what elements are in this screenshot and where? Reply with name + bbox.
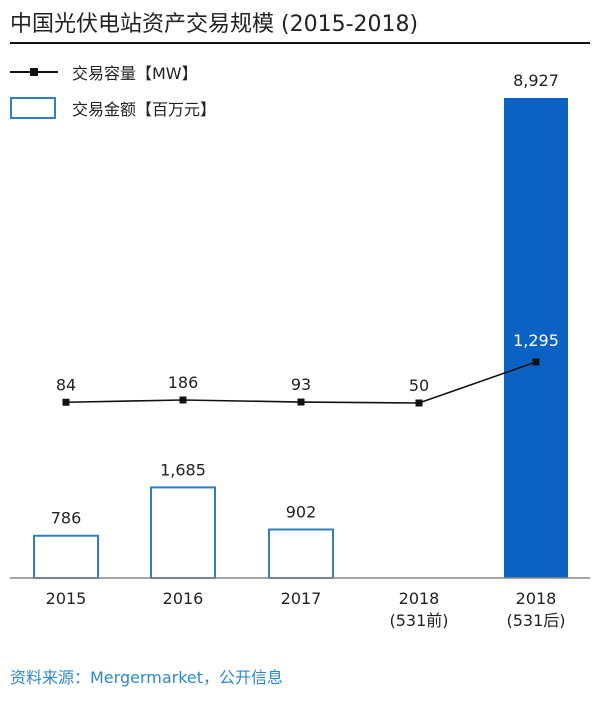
title-divider [10, 42, 590, 44]
line-point-0 [62, 398, 70, 406]
x-tick-label-4-1: (531后) [506, 611, 565, 630]
source-note: 资料来源：Mergermarket，公开信息 [10, 668, 284, 687]
legend-bar-item: 交易金额【百万元】 [10, 96, 216, 120]
x-tick-label-2-0: 2017 [281, 589, 322, 608]
legend-bar-swatch-icon [10, 97, 56, 119]
bar-2 [268, 528, 334, 579]
x-tick-label-3-0: 2018 [399, 589, 440, 608]
line-value-label-2: 93 [291, 375, 311, 394]
line-point-3 [415, 399, 423, 407]
bar-value-label-2: 902 [286, 502, 317, 521]
chart-title: 中国光伏电站资产交易规模 (2015-2018) [10, 12, 419, 37]
bar-1 [150, 486, 216, 580]
line-value-label-1: 186 [168, 373, 199, 392]
line-value-label-4: 1,295 [513, 331, 559, 350]
line-value-label-3: 50 [409, 376, 429, 395]
bar-4 [504, 98, 568, 578]
legend-line-label: 交易容量【MW】 [72, 64, 198, 83]
line-point-2 [297, 398, 305, 406]
bar-0 [33, 534, 99, 579]
bar-value-label-1: 1,685 [160, 460, 206, 479]
line-point-1 [179, 396, 187, 404]
x-tick-label-0-0: 2015 [46, 589, 87, 608]
legend-line-marker-icon [10, 60, 58, 84]
bar-value-label-4: 8,927 [513, 71, 559, 90]
x-tick-label-4-0: 2018 [516, 589, 557, 608]
x-tick-label-3-1: (531前) [389, 611, 448, 630]
line-point-4 [532, 358, 540, 366]
bar-value-label-0: 786 [51, 509, 82, 528]
line-value-label-0: 84 [56, 375, 76, 394]
x-tick-label-1-0: 2016 [163, 589, 204, 608]
legend-line-item: 交易容量【MW】 [10, 60, 198, 84]
legend-bar-label: 交易金额【百万元】 [72, 100, 217, 119]
